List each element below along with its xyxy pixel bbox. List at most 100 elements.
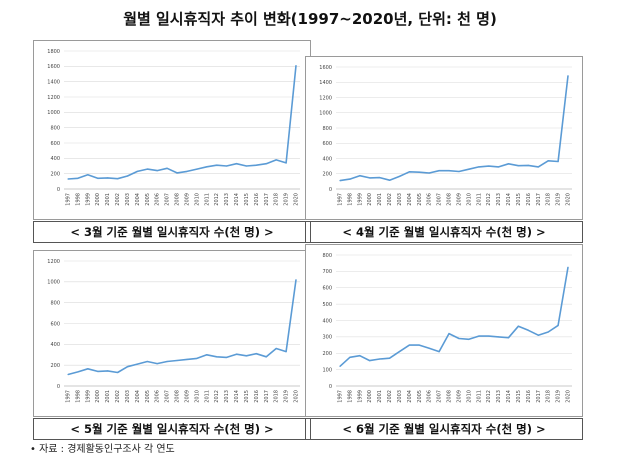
x-tick-label: 2013 <box>496 193 502 206</box>
series-line <box>67 65 297 180</box>
x-tick-label: 2014 <box>506 193 512 206</box>
data-point <box>339 180 341 182</box>
y-tick-label: 0 <box>329 187 332 193</box>
x-tick-label: 2010 <box>194 390 200 403</box>
x-tick-label: 2001 <box>105 390 111 403</box>
x-tick-label: 2006 <box>427 390 433 403</box>
data-point <box>468 168 470 170</box>
x-tick-label: 2019 <box>556 193 562 206</box>
x-tick-label: 2008 <box>447 390 453 403</box>
data-point <box>196 168 198 170</box>
x-tick-label: 2004 <box>135 193 141 206</box>
x-tick-label: 1998 <box>347 390 353 403</box>
x-tick-label: 1997 <box>66 390 72 403</box>
y-tick-label: 800 <box>322 126 332 132</box>
x-tick-label: 2011 <box>476 390 482 403</box>
x-tick-label: 2003 <box>397 193 403 206</box>
y-tick-label: 400 <box>50 156 60 162</box>
data-point <box>498 336 500 338</box>
chart-panel-may: 0 200 400 600 800 1000 1200 1997 1998 1999 2000 200… <box>33 250 311 417</box>
x-tick-label: 1997 <box>338 193 344 206</box>
x-tick-label: 2020 <box>566 390 572 403</box>
y-tick-label: 0 <box>57 187 60 193</box>
line-chart-june: 0 100 200 300 400 500 600 700 800 1997 1998 1999 200… <box>322 253 572 403</box>
data-point <box>97 177 99 179</box>
y-tick-label: 800 <box>50 125 60 131</box>
data-point <box>285 351 287 353</box>
x-tick-label: 2004 <box>407 390 413 403</box>
x-tick-label: 2003 <box>125 193 131 206</box>
data-point <box>216 356 218 358</box>
data-point <box>418 171 420 173</box>
data-point <box>567 266 569 268</box>
x-tick-label: 2014 <box>506 390 512 403</box>
y-tick-label: 200 <box>50 171 60 177</box>
x-tick-label: 2007 <box>437 390 443 403</box>
x-tick-label: 2018 <box>274 193 280 206</box>
data-point <box>339 365 341 367</box>
x-tick-label: 1999 <box>357 390 363 403</box>
data-point <box>226 356 228 358</box>
data-point <box>557 160 559 163</box>
data-point <box>116 178 119 180</box>
x-tick-label: 1997 <box>66 193 72 206</box>
x-tick-label: 2015 <box>516 193 522 206</box>
data-point <box>275 159 277 161</box>
y-tick-label: 800 <box>50 300 60 306</box>
x-tick-label: 2018 <box>546 193 552 206</box>
x-tick-label: 2015 <box>244 193 250 206</box>
x-tick-label: 2000 <box>367 390 373 403</box>
series-line <box>339 267 569 367</box>
data-point <box>186 358 188 361</box>
data-point <box>97 370 99 373</box>
data-point <box>206 166 208 168</box>
x-tick-label: 2000 <box>95 390 101 403</box>
data-point <box>448 333 450 335</box>
x-tick-label: 2017 <box>536 193 542 206</box>
y-tick-label: 400 <box>322 156 332 162</box>
x-tick-label: 2016 <box>526 193 532 206</box>
data-point <box>255 164 257 166</box>
data-point <box>245 355 248 357</box>
x-tick-label: 2002 <box>387 193 393 206</box>
data-point <box>408 171 410 173</box>
chart-caption-april: < 4월 기준 월별 일시휴직자 수(천 명) > <box>305 221 583 243</box>
data-point <box>295 279 297 281</box>
data-point <box>379 176 381 179</box>
x-tick-label: 2015 <box>244 390 250 403</box>
x-tick-label: 2017 <box>264 193 270 206</box>
data-point <box>216 164 218 166</box>
x-tick-label: 2011 <box>204 193 210 206</box>
data-point <box>398 175 401 178</box>
data-point <box>547 160 549 162</box>
data-point <box>196 357 198 359</box>
x-tick-label: 2009 <box>184 193 190 206</box>
data-point <box>166 167 168 169</box>
x-tick-label: 1999 <box>357 193 363 206</box>
data-point <box>527 164 529 166</box>
x-tick-label: 1997 <box>338 390 344 403</box>
data-point <box>537 166 539 168</box>
y-tick-label: 1000 <box>47 280 60 286</box>
data-point <box>285 162 287 164</box>
data-point <box>418 344 420 346</box>
data-point <box>87 174 89 176</box>
chart-caption-may: < 5월 기준 월별 일시휴직자 수(천 명) > <box>33 418 311 440</box>
y-tick-label: 1600 <box>319 65 332 71</box>
data-point <box>176 359 178 362</box>
x-tick-label: 2019 <box>284 193 290 206</box>
data-point <box>379 358 381 360</box>
chart-caption-june: < 6월 기준 월별 일시휴직자 수(천 명) > <box>305 418 583 440</box>
line-chart-april: 0 200 400 600 800 1000 1200 1400 1600 1997 1998 199… <box>319 65 572 206</box>
x-tick-label: 2016 <box>526 390 532 403</box>
data-point <box>156 363 158 365</box>
x-tick-label: 2014 <box>234 390 240 403</box>
x-tick-label: 2009 <box>456 193 462 206</box>
x-tick-label: 2006 <box>155 193 161 206</box>
data-point <box>557 324 559 327</box>
y-tick-label: 200 <box>322 351 332 357</box>
data-point <box>295 64 297 67</box>
data-point <box>458 170 460 173</box>
x-tick-label: 2009 <box>184 390 190 403</box>
x-tick-label: 2011 <box>476 193 482 206</box>
